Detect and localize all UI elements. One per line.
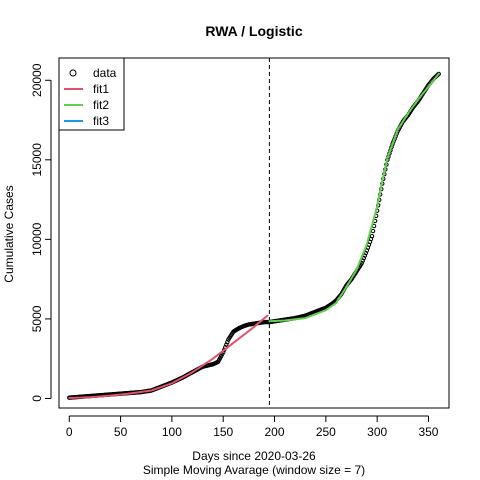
plot-frame: [58, 57, 450, 409]
y-axis-label: Cumulative Cases: [2, 185, 16, 282]
x-axis-sublabel: Simple Moving Avarage (window size = 7): [143, 463, 365, 477]
x-axis-label: Days since 2020-03-26: [192, 449, 316, 463]
series-line-fit1: [68, 314, 269, 399]
x-tick-label: 100: [162, 425, 182, 439]
legend-label-data: data: [93, 66, 117, 80]
data-point: [369, 233, 375, 239]
legend: data fit1 fit2 fit3: [58, 57, 125, 131]
x-tick-label: 300: [367, 425, 387, 439]
legend-label-fit2: fit2: [93, 98, 109, 112]
legend-label-fit1: fit1: [93, 82, 109, 96]
y-tick-label: 15000: [30, 143, 44, 177]
x-tick-label: 0: [66, 425, 73, 439]
x-tick-label: 50: [114, 425, 128, 439]
y-tick-label: 20000: [30, 63, 44, 97]
plot-layer: 0 50 100 150 200 250 300 350 0 5000 10000 15000 2000…: [30, 57, 450, 439]
chart-title: RWA / Logistic: [205, 23, 302, 39]
legend-label-fit3: fit3: [93, 114, 109, 128]
y-tick-label: 0: [30, 395, 44, 402]
y-tick-label: 5000: [30, 305, 44, 332]
x-tick-label: 200: [265, 425, 285, 439]
x-tick-label: 350: [418, 425, 438, 439]
x-tick-label: 150: [213, 425, 233, 439]
series-line-fit2: [268, 72, 440, 323]
legend-box: [58, 57, 125, 131]
y-tick-label: 10000: [30, 222, 44, 256]
x-tick-label: 250: [316, 425, 336, 439]
data-point: [370, 228, 376, 234]
data-point: [436, 71, 441, 77]
legend-marker-data: [69, 69, 77, 77]
